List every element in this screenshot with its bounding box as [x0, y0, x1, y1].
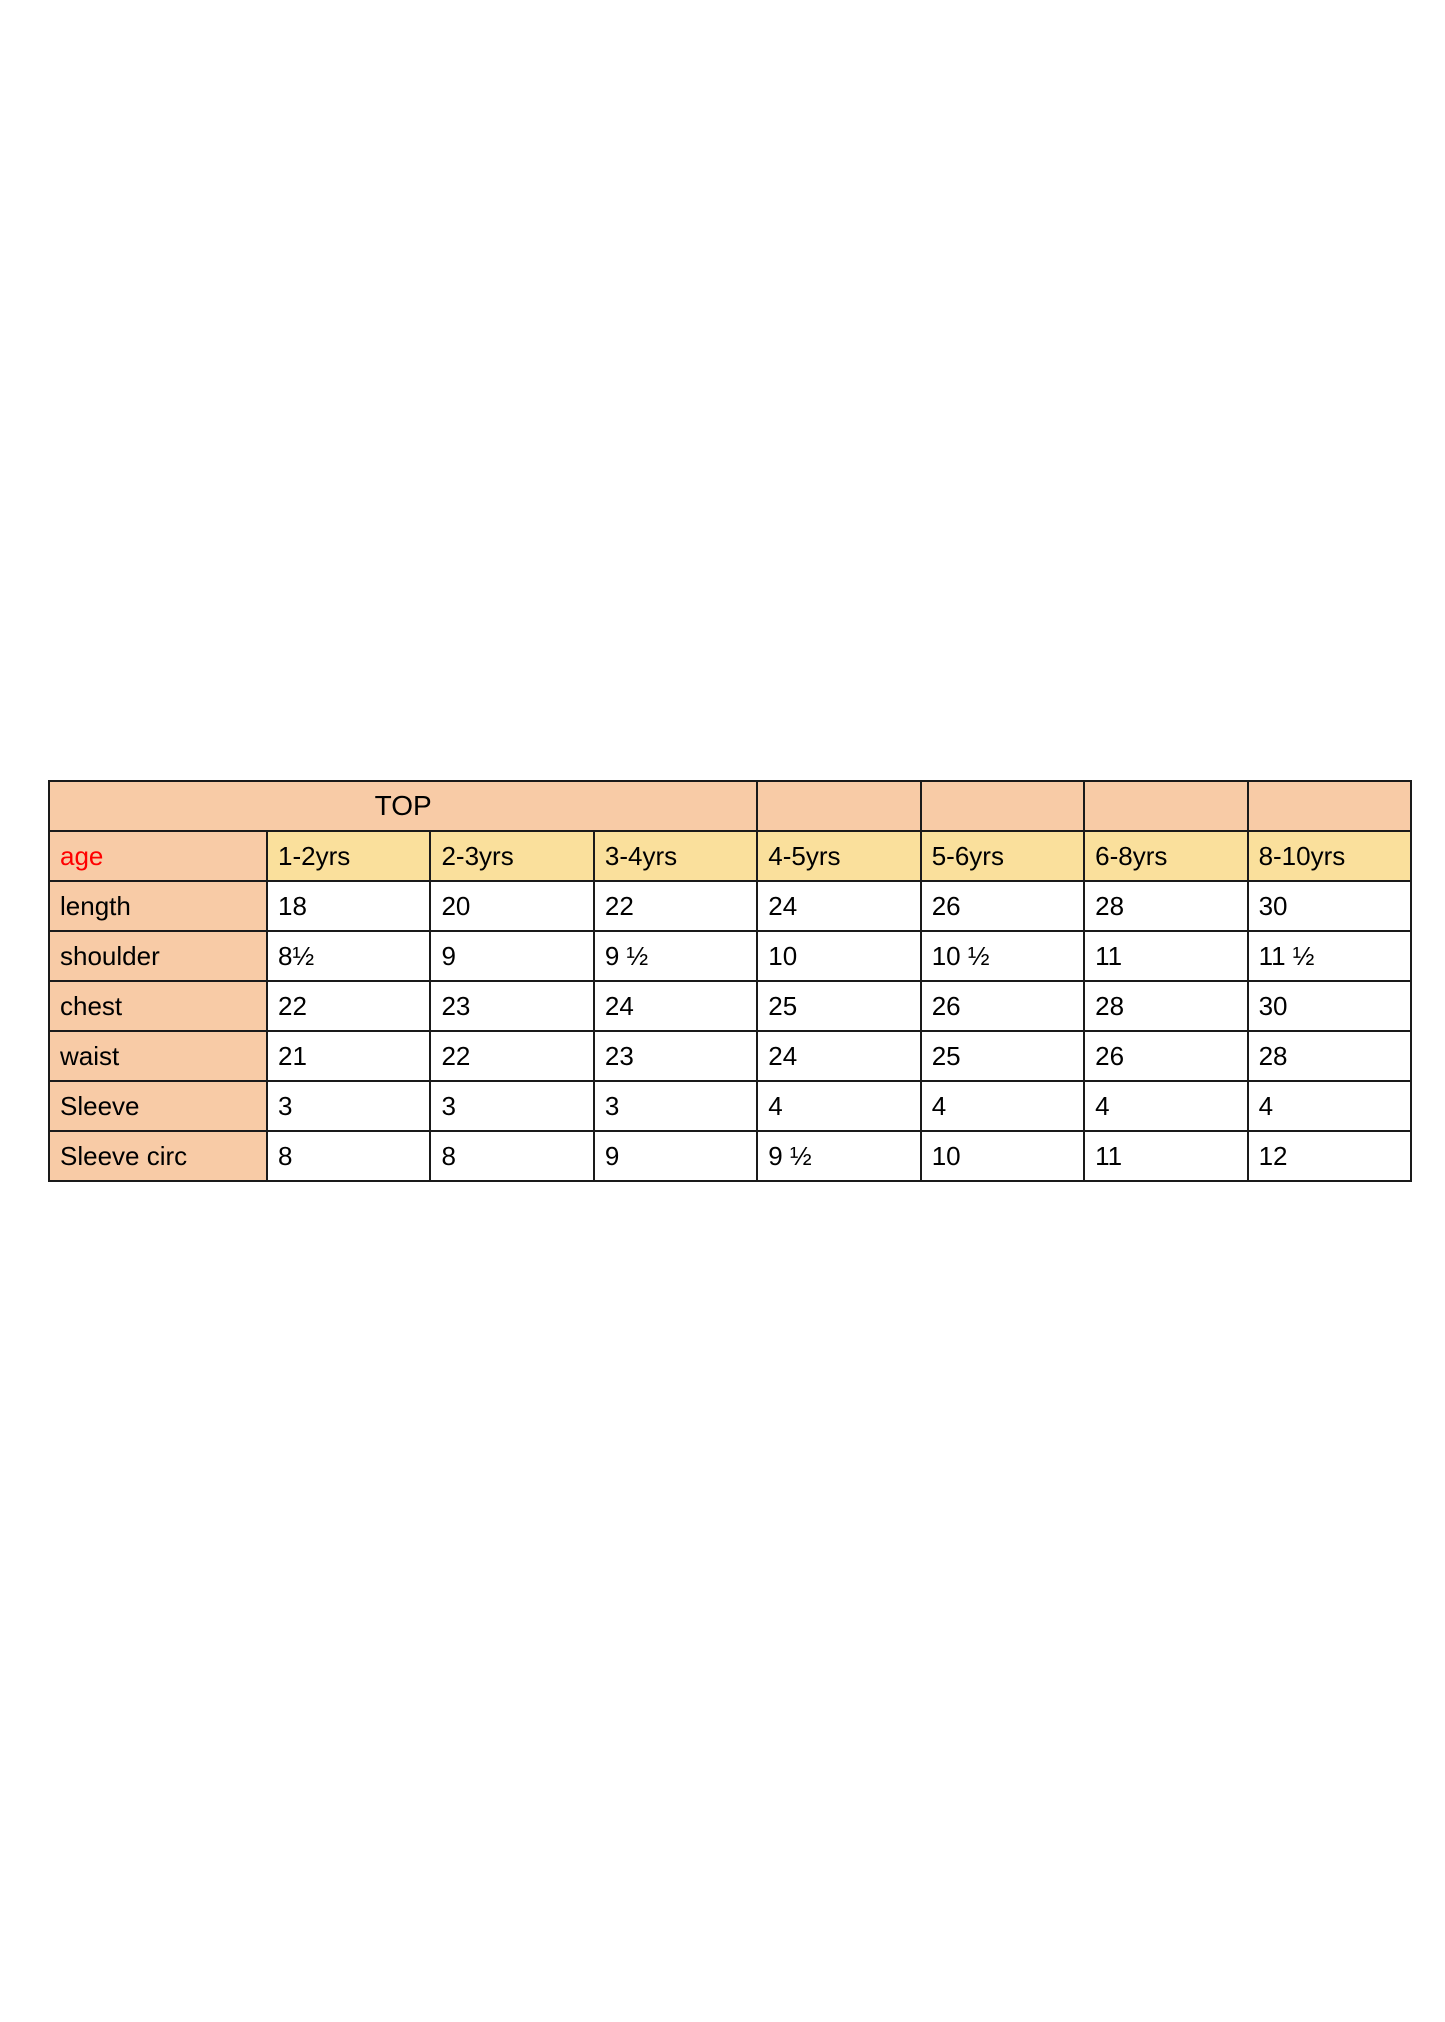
table-row: Sleeve 3 3 3 4 4 4 4: [47, 1080, 1413, 1132]
cell-sleeve-4: 4: [756, 1080, 922, 1132]
cell-length-3: 22: [592, 880, 759, 932]
cell-sleeve-circ-4: 9 ½: [756, 1130, 922, 1182]
cell-sleeve-6: 4: [1083, 1080, 1249, 1132]
cell-sleeve-circ-3: 9: [592, 1130, 759, 1182]
age-column-header-1: 1-2yrs: [266, 830, 432, 882]
table-row: chest 22 23 24 25 26 28 30: [47, 980, 1413, 1032]
cell-shoulder-2: 9: [429, 930, 595, 982]
age-column-header-2: 2-3yrs: [429, 830, 595, 882]
cell-length-6: 28: [1083, 880, 1249, 932]
row-label-chest: chest: [47, 980, 269, 1032]
table-row: waist 21 22 23 24 25 26 28: [47, 1030, 1413, 1082]
cell-shoulder-7: 11 ½: [1246, 930, 1413, 982]
top-title-cell: TOP: [47, 780, 759, 832]
cell-sleeve-5: 4: [919, 1080, 1086, 1132]
cell-length-2: 20: [429, 880, 595, 932]
row-label-shoulder: shoulder: [47, 930, 269, 982]
title-row-empty-cell-2: [919, 780, 1086, 832]
cell-waist-4: 24: [756, 1030, 922, 1082]
row-label-length: length: [47, 880, 269, 932]
table-row: Sleeve circ 8 8 9 9 ½ 10 11 12: [47, 1130, 1413, 1182]
cell-shoulder-1: 8½: [266, 930, 432, 982]
cell-shoulder-4: 10: [756, 930, 922, 982]
size-chart-body: TOP age 1-2yrs 2-3yrs 3-4yrs 4-5yrs 5-6y…: [47, 780, 1413, 1182]
title-row-empty-cell-1: [756, 780, 922, 832]
size-chart-table: TOP age 1-2yrs 2-3yrs 3-4yrs 4-5yrs 5-6y…: [47, 780, 1413, 1182]
cell-waist-7: 28: [1246, 1030, 1413, 1082]
cell-sleeve-3: 3: [592, 1080, 759, 1132]
cell-length-5: 26: [919, 880, 1086, 932]
cell-chest-2: 23: [429, 980, 595, 1032]
table-row: shoulder 8½ 9 9 ½ 10 10 ½ 11 11 ½: [47, 930, 1413, 982]
cell-chest-7: 30: [1246, 980, 1413, 1032]
title-row-empty-cell-3: [1083, 780, 1249, 832]
cell-waist-2: 22: [429, 1030, 595, 1082]
table-row-title: TOP: [47, 780, 1413, 832]
cell-shoulder-3: 9 ½: [592, 930, 759, 982]
cell-chest-6: 28: [1083, 980, 1249, 1032]
cell-shoulder-5: 10 ½: [919, 930, 1086, 982]
cell-chest-1: 22: [266, 980, 432, 1032]
cell-sleeve-1: 3: [266, 1080, 432, 1132]
cell-sleeve-circ-1: 8: [266, 1130, 432, 1182]
cell-waist-1: 21: [266, 1030, 432, 1082]
age-column-header-4: 4-5yrs: [756, 830, 922, 882]
row-label-sleeve: Sleeve: [47, 1080, 269, 1132]
cell-sleeve-circ-6: 11: [1083, 1130, 1249, 1182]
age-column-header-6: 6-8yrs: [1083, 830, 1249, 882]
cell-chest-3: 24: [592, 980, 759, 1032]
row-label-waist: waist: [47, 1030, 269, 1082]
table-row: length 18 20 22 24 26 28 30: [47, 880, 1413, 932]
age-column-header-5: 5-6yrs: [919, 830, 1086, 882]
cell-sleeve-circ-2: 8: [429, 1130, 595, 1182]
cell-chest-5: 26: [919, 980, 1086, 1032]
cell-waist-5: 25: [919, 1030, 1086, 1082]
cell-shoulder-6: 11: [1083, 930, 1249, 982]
cell-sleeve-circ-5: 10: [919, 1130, 1086, 1182]
age-row-label: age: [47, 830, 269, 882]
cell-waist-3: 23: [592, 1030, 759, 1082]
age-column-header-3: 3-4yrs: [592, 830, 759, 882]
cell-sleeve-7: 4: [1246, 1080, 1413, 1132]
row-label-sleeve-circ: Sleeve circ: [47, 1130, 269, 1182]
cell-length-4: 24: [756, 880, 922, 932]
cell-length-7: 30: [1246, 880, 1413, 932]
title-row-empty-cell-4: [1246, 780, 1413, 832]
cell-waist-6: 26: [1083, 1030, 1249, 1082]
cell-sleeve-2: 3: [429, 1080, 595, 1132]
age-column-header-7: 8-10yrs: [1246, 830, 1413, 882]
cell-chest-4: 25: [756, 980, 922, 1032]
cell-length-1: 18: [266, 880, 432, 932]
cell-sleeve-circ-7: 12: [1246, 1130, 1413, 1182]
table-row-age-header: age 1-2yrs 2-3yrs 3-4yrs 4-5yrs 5-6yrs 6…: [47, 830, 1413, 882]
